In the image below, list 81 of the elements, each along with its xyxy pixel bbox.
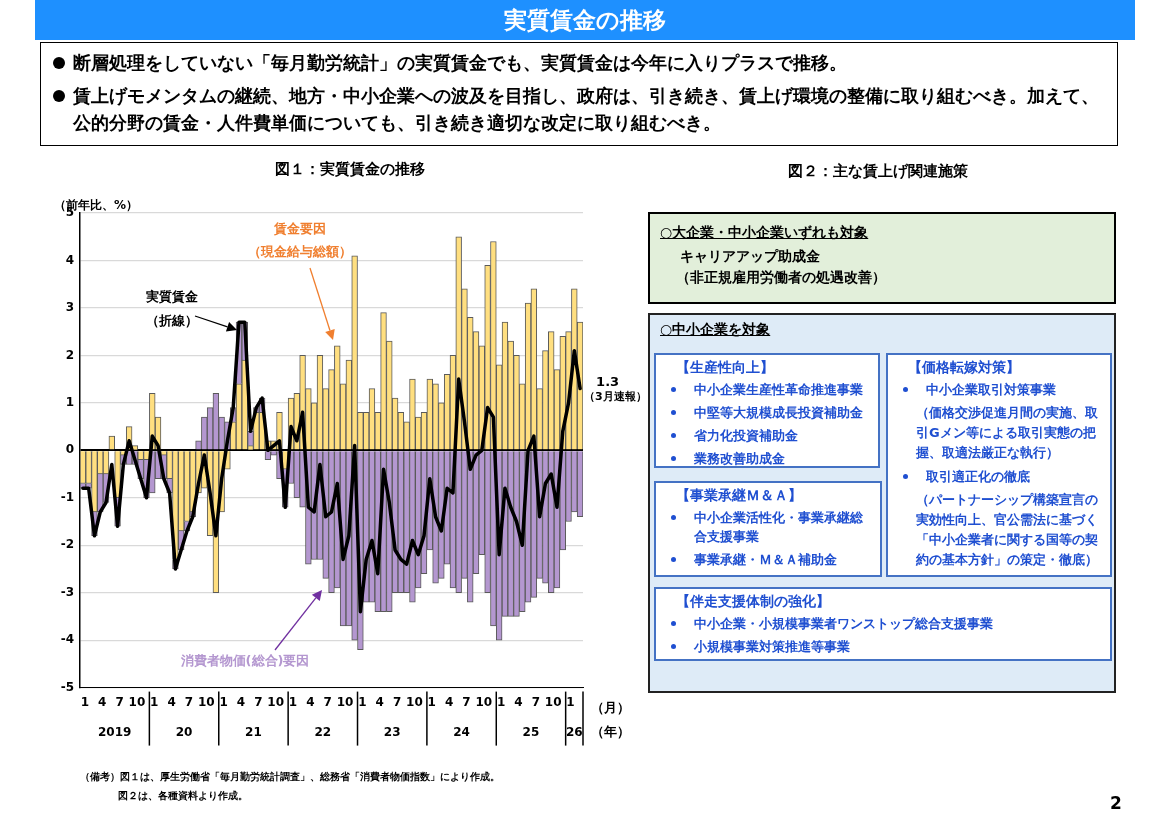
text: 賃上げモメンタムの継続、地方・中小企業への波及を目指し、政府は、引き続き、賃上げ環境の整備に取り組むべき。加えて、公的分野の賃金・人件費単価についても、引き続き適切な改定に取り組むべき。	[73, 84, 1100, 135]
x-tick-label: 10	[406, 694, 423, 709]
series-label: 賃金要因（現金給与総額）	[248, 221, 352, 260]
chart-title: 図１：実質賃金の推移	[274, 160, 426, 179]
x-tick-label: 1	[566, 694, 575, 709]
x-tick-label: 1	[150, 694, 159, 709]
text: 【価格転嫁対策】	[908, 359, 1021, 377]
text: 23	[383, 724, 401, 739]
x-tick-label: 10	[197, 694, 215, 709]
text: 図２：主な賃上げ関連施策	[787, 162, 969, 181]
x-tick-label: 7	[323, 694, 332, 709]
text: 2	[1110, 793, 1122, 813]
text: 取引適正化の徹底	[925, 468, 1031, 486]
text: 【生産性向上】	[676, 359, 775, 377]
x-tick-label: 7	[392, 694, 402, 709]
x-tick-label: 4	[98, 694, 107, 709]
x-tick-label: 10	[544, 694, 562, 709]
y-tick-label: -1	[60, 489, 74, 504]
x-tick-label: 1	[427, 694, 436, 709]
text: 21	[245, 724, 262, 739]
text: 26	[565, 724, 583, 739]
x-tick-label: 1	[80, 694, 90, 709]
y-tick-label: 2	[65, 347, 74, 362]
text: （年）	[591, 723, 630, 739]
text: 22	[314, 724, 332, 739]
text: （非正規雇用労働者の処遇改善）	[676, 268, 887, 287]
text: 1.3（3月速報）	[584, 373, 647, 404]
text: （備考）図１は、厚生労働省「毎月勤労統計調査」、総務省「消費者物価指数」により作成。	[80, 771, 500, 784]
text: 省力化投資補助金	[693, 427, 799, 445]
text: 中小企業生産性革命推進事業	[693, 381, 864, 399]
x-tick-label: 10	[475, 694, 493, 709]
text: 【伴走支援体制の強化】	[676, 593, 831, 611]
x-tick-label: 4	[236, 694, 246, 709]
text: キャリアアップ助成金	[680, 247, 821, 266]
text: 中小企業・小規模事業者ワンストップ総合支援事業	[693, 615, 994, 633]
y-tick-label: 3	[65, 300, 74, 315]
text: 中小企業活性化・事業承継総合支援事業	[693, 509, 864, 546]
x-axis-title: （月）	[591, 699, 630, 715]
text: 中堅等大規模成長投資補助金	[693, 404, 864, 422]
caption: 図２は、各種資料より作成。	[118, 790, 248, 803]
y-tick-label: -5	[60, 679, 74, 694]
x-tick-label: 1	[288, 694, 298, 709]
x-tick-label: 4	[444, 694, 454, 709]
text: 25	[522, 724, 540, 739]
x-tick-label: 4	[306, 694, 315, 709]
x-tick-label: 10	[336, 694, 354, 709]
y-tick-label: -3	[60, 584, 74, 599]
text: ○大企業・中小企業いずれも対象	[660, 224, 870, 242]
text: 【事業承継Ｍ＆Ａ】	[676, 487, 803, 505]
x-tick-label: 4	[514, 694, 523, 709]
text: ○中小企業を対象	[660, 321, 771, 339]
text: 業務改善助成金	[693, 450, 786, 468]
text: 24	[453, 724, 470, 739]
y-tick-label: -4	[60, 632, 74, 647]
x-tick-label: 1	[358, 694, 367, 709]
text: 事業承継・Ｍ＆Ａ補助金	[693, 551, 838, 569]
x-tick-label: 7	[115, 694, 124, 709]
text: 2019	[97, 724, 132, 739]
x-tick-label: 4	[167, 694, 176, 709]
text: 断層処理をしていない「毎月勤労統計」の実質賃金でも、実質賃金は今年に入りプラスで推移。	[73, 51, 848, 75]
y-tick-label: 1	[65, 394, 74, 409]
x-tick-label: 1	[496, 694, 506, 709]
x-tick-label: 7	[184, 694, 194, 709]
text: 20	[175, 724, 193, 739]
text: 小規模事業対策推進等事業	[693, 638, 851, 656]
text: 中小企業取引対策事業	[925, 381, 1057, 399]
text: （価格交渉促進月間の実施、取引Gメン等による取引実態の把握、取適法厳正な執行）	[915, 404, 1099, 462]
x-tick-label: 7	[531, 694, 541, 709]
text: （パートナーシップ構築宣言の実効性向上、官公需法に基づく「中小企業者に関する国等の契約の基本方針」の策定・徹底）	[915, 491, 1099, 569]
x-tick-label: 7	[254, 694, 263, 709]
x-tick-label: 4	[375, 694, 384, 709]
y-tick-label: 4	[65, 252, 74, 267]
text: 消費者物価(総合)要因	[179, 653, 310, 669]
x-tick-label: 1	[219, 694, 228, 709]
x-tick-label: 10	[267, 694, 285, 709]
text: 実質賃金（折線）	[145, 289, 199, 329]
x-tick-label: 7	[462, 694, 471, 709]
y-tick-label: -2	[60, 537, 74, 552]
text: 実質賃金の推移	[35, 0, 1135, 40]
y-tick-label: 0	[65, 442, 74, 457]
x-tick-label: 10	[128, 694, 146, 709]
